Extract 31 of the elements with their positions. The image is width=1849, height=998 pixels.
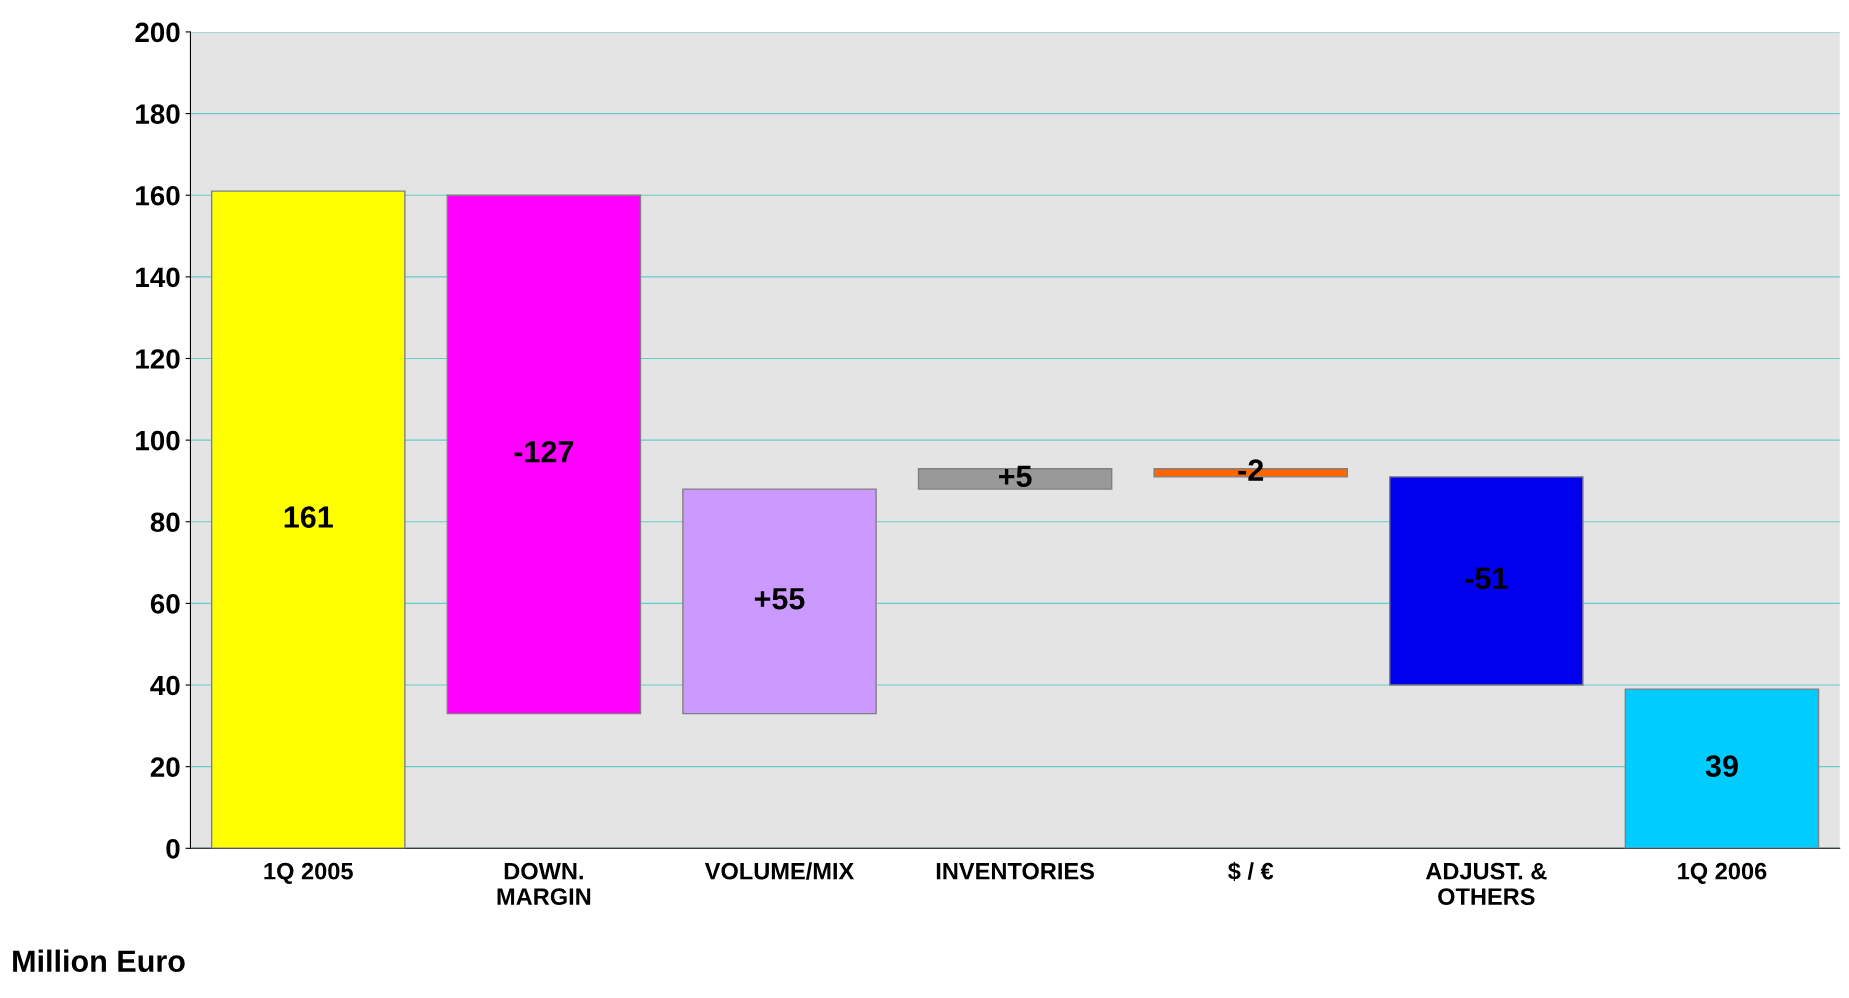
data-label: -127 [514,440,574,463]
x-tick-label: INVENTORIES [936,862,1094,880]
bar [210,190,406,849]
bar [446,194,642,715]
data-label: +55 [754,588,805,610]
y-tick-label: 100 [136,430,180,451]
data-label: -51 [1465,567,1508,590]
y-tick-label: 180 [136,104,180,124]
bar [682,488,877,715]
x-tick-label: $ / € [1228,861,1274,882]
x-tick-label: VOLUME/MIX [704,862,855,880]
bar [1389,476,1584,686]
y-tick-label: 160 [136,185,180,206]
y-tick-label: 0 [166,838,180,859]
y-tick-label: 200 [135,22,180,43]
y-tick-label: 60 [150,594,180,614]
data-label: 161 [284,506,333,528]
y-tick-label: 40 [150,675,180,696]
y-tick-label: 140 [136,267,180,288]
y-tick-label: 120 [136,349,180,369]
bar [917,467,1113,490]
y-tick-label: 20 [150,757,180,777]
text: Million Euro [13,949,185,972]
data-label: +5 [998,465,1032,488]
x-tick-label: 1Q 2005 [264,862,353,884]
x-tick-label: 1Q 2006 [1678,862,1767,884]
y-tick-label: 80 [150,512,180,533]
x-tick-label: ADJUST. & OTHERS [1425,862,1547,905]
data-label: 39 [1705,755,1738,777]
x-tick-label: DOWN. MARGIN [497,862,591,905]
bar [1624,688,1820,849]
